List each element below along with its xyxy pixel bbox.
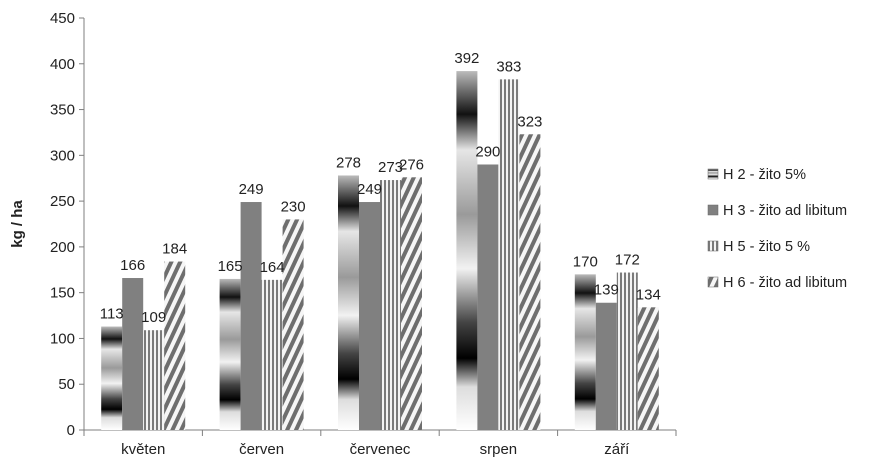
y-tick-label: 300 (50, 147, 75, 164)
data-label: 184 (162, 241, 187, 258)
bar (595, 302, 617, 430)
bar (219, 278, 241, 430)
data-label: 139 (594, 282, 619, 299)
y-axis-title: kg / ha (9, 200, 26, 248)
legend-swatch (707, 204, 719, 216)
y-tick-label: 400 (50, 56, 75, 73)
data-label: 323 (517, 113, 542, 130)
legend-label: H 5 - žito 5 % (723, 239, 810, 255)
bar (338, 175, 359, 430)
axes: 0 50 100 150 200 250 300 350 400 450 kg / ha květen… (9, 10, 677, 458)
bar (101, 326, 123, 430)
legend: H 2 - žito 5% H 3 - žito ad libitum H 5 - … (707, 167, 847, 291)
bar (122, 278, 144, 430)
bar (143, 330, 165, 430)
x-tick-label: srpen (480, 441, 518, 458)
bar (164, 261, 186, 430)
x-tick-label: červenec (350, 441, 411, 458)
data-label: 273 (378, 159, 403, 176)
data-label: 276 (399, 156, 424, 173)
data-label: 113 (100, 306, 124, 323)
y-tick-label: 50 (58, 376, 75, 393)
data-label: 165 (218, 258, 243, 275)
data-label: 109 (141, 309, 166, 326)
y-tick-label: 250 (50, 193, 75, 210)
legend-swatch (707, 240, 719, 252)
data-label: 249 (239, 181, 264, 198)
y-tick-label: 200 (50, 239, 75, 256)
y-tick-label: 100 (50, 330, 75, 347)
y-tick-label: 450 (50, 10, 75, 27)
data-label: 166 (120, 257, 145, 274)
bar (519, 134, 541, 430)
bar (240, 202, 262, 430)
data-label: 170 (573, 253, 598, 270)
bar (574, 274, 596, 430)
bar (498, 79, 520, 430)
bar (456, 71, 478, 430)
legend-label: H 3 - žito ad libitum (723, 203, 847, 219)
data-label: 230 (281, 198, 306, 215)
bar (380, 180, 401, 430)
bar (616, 272, 638, 430)
legend-swatch (707, 276, 719, 288)
legend-label: H 2 - žito 5% (723, 167, 806, 183)
data-label: 392 (454, 50, 479, 67)
data-label: 383 (496, 58, 521, 75)
y-tick-label: 350 (50, 102, 75, 119)
bar (401, 177, 422, 430)
legend-label: H 6 - žito ad libitum (723, 275, 847, 291)
y-tick-label: 150 (50, 285, 75, 302)
data-label: 249 (357, 181, 382, 198)
bar (282, 219, 304, 430)
data-label: 290 (475, 143, 500, 160)
y-tick-label: 0 (67, 422, 75, 439)
data-label: 164 (260, 259, 285, 276)
data-label: 172 (615, 252, 640, 269)
bar (261, 279, 283, 430)
data-label: 134 (636, 286, 661, 303)
data-label: 278 (336, 154, 361, 171)
bars (101, 71, 659, 430)
x-tick-label: květen (121, 441, 165, 458)
bar (359, 202, 380, 430)
x-tick-label: září (604, 441, 630, 458)
legend-swatch (707, 168, 719, 180)
x-tick-label: červen (239, 441, 284, 458)
bar (637, 307, 659, 430)
bar (477, 164, 499, 430)
